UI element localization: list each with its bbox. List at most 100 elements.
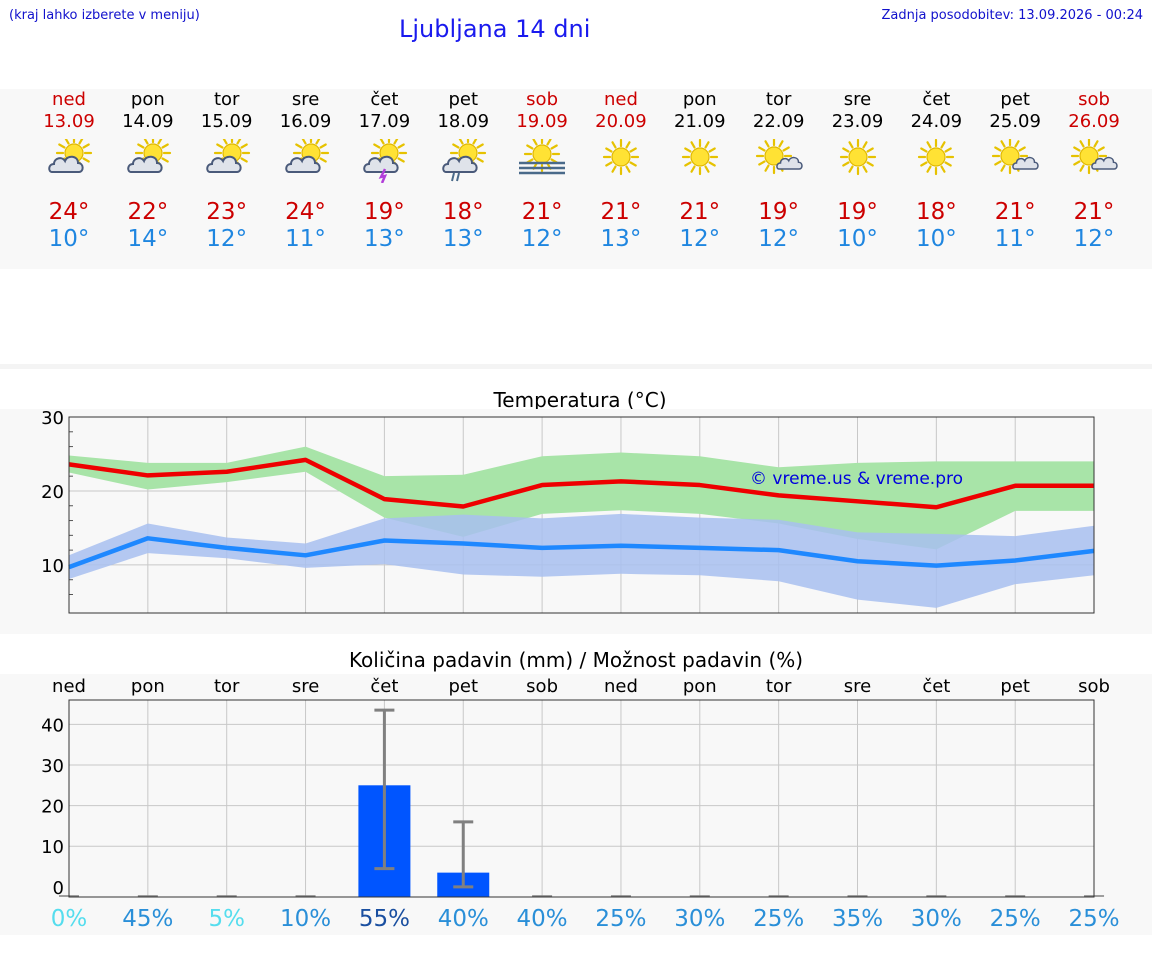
cloud-icon (442, 155, 478, 173)
day-date: 26.09 (1068, 111, 1120, 132)
sun-icon (681, 138, 718, 176)
day-name: pet (1000, 89, 1030, 110)
precip-day-label: sob (526, 676, 558, 697)
plot-area (69, 700, 1094, 897)
min-temperature: 13° (364, 226, 405, 252)
fog-icon (519, 161, 566, 175)
sun-thunderstorm-icon (363, 134, 408, 184)
sun-cloud-icon (127, 134, 171, 173)
day-date: 19.09 (516, 111, 568, 132)
weather-icon (754, 137, 804, 183)
max-temperature: 21° (679, 199, 721, 225)
min-temperature: 14° (127, 226, 169, 252)
precip-day-label: pon (131, 676, 165, 697)
weather-icon (911, 138, 961, 183)
y-tick-label: 0 (53, 878, 64, 899)
day-name: pon (130, 89, 165, 110)
day-column: čet 24.09 18° 10° (896, 89, 976, 269)
min-temperature: 10° (48, 226, 90, 252)
day-column: čet 17.09 19° 13° (344, 89, 424, 269)
day-date: 22.09 (752, 111, 805, 132)
last-updated: Zadnja posodobitev: 13.09.2026 - 00:24 (881, 8, 1143, 23)
day-column: pet 18.09 18° 13° (423, 89, 503, 269)
day-column: sob 19.09 21° 12° (502, 89, 582, 269)
day-date: 24.09 (910, 111, 963, 132)
day-date: 21.09 (674, 111, 726, 132)
y-tick-label: 10 (41, 837, 64, 858)
weather-icon (596, 138, 646, 183)
cloud-icon (48, 155, 84, 173)
weather-icon (990, 137, 1040, 183)
max-temperature-band (69, 446, 1095, 550)
precip-probability: 30% (911, 906, 962, 932)
day-name: tor (213, 89, 240, 110)
forecast-panel: ned 13.09 24° 10° pon 14.09 22° 14° tor … (0, 89, 1152, 269)
precipitation-chart-panel: ned pon tor sre čet pet sob ned pon tor sre čet pet s… (0, 674, 1152, 935)
precip-probability: 55% (359, 906, 410, 932)
min-temperature: 10° (837, 226, 878, 252)
min-temperature: 13° (600, 226, 642, 252)
precip-probability: 30% (674, 906, 725, 932)
max-temperature: 19° (364, 199, 405, 225)
error-bar (453, 820, 474, 889)
max-temperature: 18° (442, 199, 484, 225)
day-column: pet 25.09 21° 11° (975, 89, 1055, 269)
day-date: 18.09 (437, 111, 490, 132)
precip-day-label: sre (844, 676, 871, 697)
min-temperature: 12° (758, 226, 800, 252)
max-temperature: 21° (994, 199, 1036, 225)
y-tick-label: 20 (41, 482, 64, 503)
precip-probability: 25% (1068, 906, 1119, 932)
day-column: pon 21.09 21° 12° (660, 89, 740, 269)
precip-day-label: sob (1078, 676, 1110, 697)
min-temperature: 10° (915, 226, 957, 252)
day-column: sre 16.09 24° 11° (266, 89, 346, 269)
precip-probability: 40% (517, 906, 568, 932)
precip-probability: 5% (208, 906, 245, 932)
weather-icon (44, 134, 94, 183)
sun-small-cloud-icon (992, 137, 1039, 175)
max-temperature: 22° (127, 199, 169, 225)
min-temperature-line (68, 536, 1095, 570)
cloud-icon (1091, 156, 1118, 170)
precip-day-label: sre (292, 676, 319, 697)
max-temperature: 24° (48, 199, 90, 225)
min-temperature: 11° (994, 226, 1036, 252)
weather-icon (123, 134, 173, 183)
day-column: tor 15.09 23° 12° (187, 89, 267, 269)
day-column: ned 20.09 21° 13° (581, 89, 661, 269)
cloud-icon (127, 155, 163, 173)
sun-icon (681, 138, 718, 176)
precip-day-label: čet (922, 676, 950, 697)
location-hint-link[interactable]: (kraj lahko izberete v meniju) (9, 8, 200, 23)
precip-day-label: pet (448, 676, 478, 697)
day-date: 23.09 (831, 111, 884, 132)
day-column: tor 22.09 19° 12° (739, 89, 819, 269)
day-column: sob 26.09 21° 12° (1054, 89, 1134, 269)
precip-probability: 35% (832, 906, 883, 932)
max-temperature: 19° (837, 199, 878, 225)
weather-icon (675, 138, 725, 183)
max-temperature: 21° (1073, 199, 1115, 225)
weather-icon (833, 138, 883, 183)
max-temperature: 18° (915, 199, 957, 225)
precip-day-label: tor (766, 676, 792, 697)
watermark-text: © vreme.us & vreme.pro (750, 469, 963, 489)
weather-icon (438, 134, 488, 183)
max-temperature: 21° (521, 199, 563, 225)
y-tick-label: 30 (41, 409, 64, 429)
sun-icon (602, 138, 640, 176)
day-name: sre (291, 89, 320, 110)
max-temperature: 24° (285, 199, 326, 225)
cloud-icon (363, 155, 400, 173)
precip-day-label: čet (370, 676, 398, 697)
sun-icon (523, 135, 561, 173)
precip-probability: 0% (51, 906, 88, 932)
cloud-icon (284, 155, 321, 173)
precip-day-label: pon (683, 676, 717, 697)
page-title: Ljubljana 14 dni (399, 15, 591, 43)
min-temperature: 13° (442, 226, 484, 252)
weather-icon (517, 135, 567, 183)
day-name: ned (603, 89, 638, 110)
sun-icon (1070, 137, 1108, 175)
